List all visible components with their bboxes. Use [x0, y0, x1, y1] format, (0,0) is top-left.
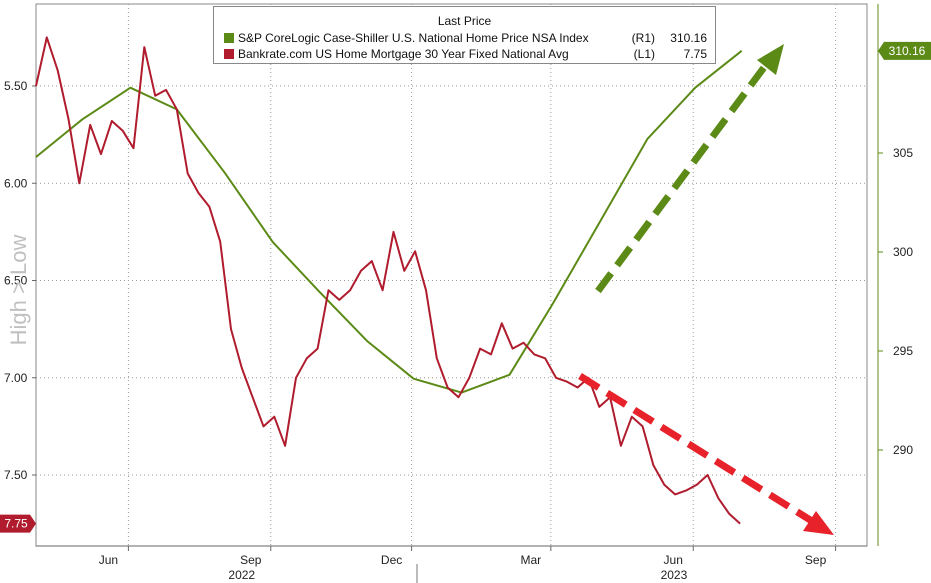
x-tick-label: Sep — [805, 553, 827, 567]
legend-entry-home-price: S&P CoreLogic Case-Shiller U.S. National… — [224, 31, 707, 46]
green-uptrend-arrow — [595, 59, 771, 294]
right-tick-label: 295 — [893, 344, 913, 358]
left-axis: 5.50 6.00 6.50 7.00 7.50 — [4, 79, 36, 482]
legend-axis-tag: (L1) — [633, 47, 655, 61]
left-tick-label: 7.50 — [4, 468, 28, 482]
legend-series-name: S&P CoreLogic Case-Shiller U.S. National… — [238, 31, 589, 45]
red-downtrend-arrow — [578, 373, 817, 526]
right-tick-label: 305 — [893, 146, 913, 160]
mortgage-rate-line — [35, 36, 741, 525]
left-tick-label: 6.00 — [4, 176, 28, 190]
legend-swatch-red — [224, 49, 234, 59]
gridlines — [36, 4, 867, 546]
left-tick-label: 6.50 — [4, 274, 28, 288]
legend-title: Last Price — [437, 14, 492, 28]
right-tick-label: 290 — [893, 443, 913, 457]
legend-entry-mortgage-rate: Bankrate.com US Home Mortgage 30 Year Fi… — [224, 47, 707, 62]
red-arrowhead — [803, 511, 834, 535]
legend-last-price: 310.16 — [670, 31, 707, 45]
legend-series-name: Bankrate.com US Home Mortgage 30 Year Fi… — [238, 47, 569, 61]
x-tick-label: Dec — [381, 553, 402, 567]
left-last-price-tag — [0, 514, 36, 533]
y-axis-label: High > Low — [6, 235, 31, 346]
x-tick-label: Jun — [99, 553, 118, 567]
plot-area — [35, 3, 868, 547]
x-tick-label: Jun — [664, 553, 683, 567]
legend-last-price: 7.75 — [683, 47, 707, 61]
x-year-label: 2023 — [661, 568, 688, 582]
right-axis: 305 300 295 290 — [877, 4, 913, 546]
right-last-price-label: 310.16 — [889, 44, 926, 58]
left-tick-label: 5.50 — [4, 79, 28, 93]
legend-swatch-green — [224, 33, 234, 43]
x-tick-label: Sep — [240, 553, 262, 567]
left-last-price-label: 7.75 — [4, 517, 28, 531]
legend-axis-tag: (R1) — [631, 31, 655, 45]
green-arrowhead — [757, 44, 784, 75]
right-tick-label: 300 — [893, 245, 913, 259]
home-price-index-line — [35, 50, 743, 394]
x-tick-label: Mar — [521, 553, 542, 567]
right-last-price-tag — [878, 41, 931, 60]
legend: Last Price S&P CoreLogic Case-Shiller U.… — [213, 6, 716, 64]
series-lines: 310.16 7.75 — [0, 36, 931, 533]
left-tick-label: 7.00 — [4, 371, 28, 385]
trend-arrows — [578, 44, 834, 535]
x-year-label: 2022 — [228, 568, 255, 582]
